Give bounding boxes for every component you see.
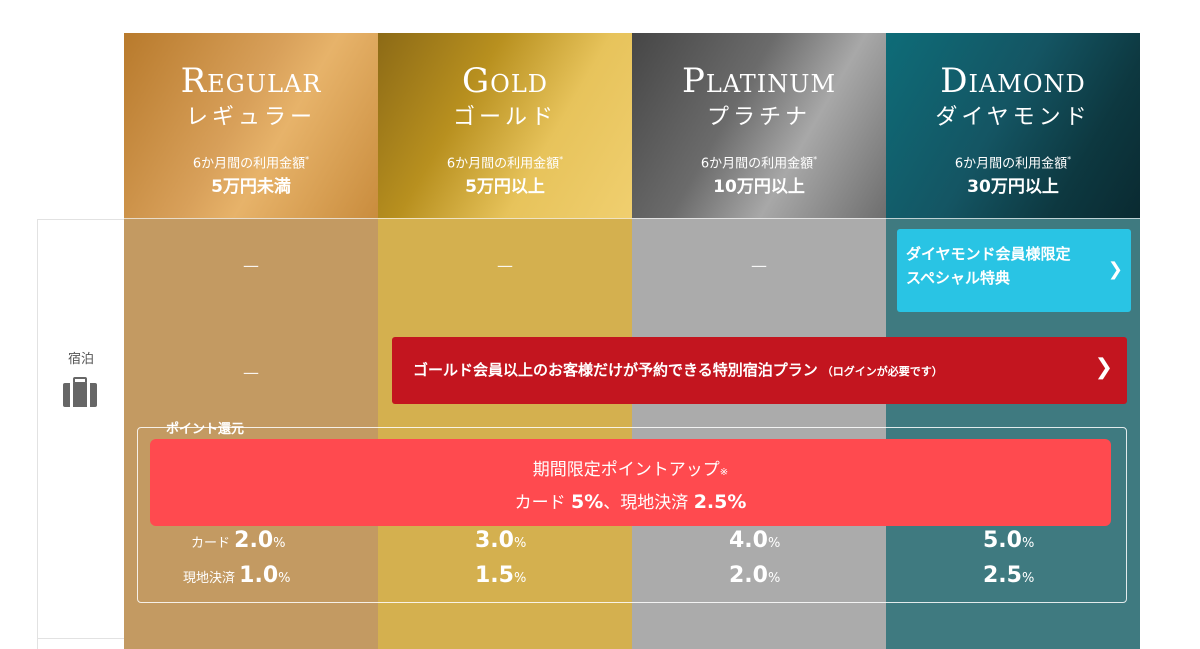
tier-condition: 6か月間の利用金額* xyxy=(700,155,818,172)
local-rate-platinum: 2.0% xyxy=(729,563,781,588)
diamond-special-line1: ダイヤモンド会員様限定 xyxy=(906,245,1071,263)
tier-amount: 30万円以上 xyxy=(967,177,1059,197)
suitcase-icon xyxy=(63,377,97,407)
diamond-special-line2: スペシャル特典 xyxy=(906,269,1010,287)
chevron-right-icon: ❯ xyxy=(1107,259,1123,280)
tier-gold-body: — xyxy=(378,218,632,649)
tier-name-en: Gold xyxy=(461,61,548,101)
tier-name-ja: ダイヤモンド xyxy=(935,105,1091,130)
tier-condition: 6か月間の利用金額* xyxy=(446,155,564,172)
card-rate-regular: カード 2.0% xyxy=(191,528,286,553)
diamond-special-benefit-button[interactable]: ダイヤモンド会員様限定 スペシャル特典 ❯ xyxy=(897,229,1131,312)
tier-name-ja: レギュラー xyxy=(185,105,316,130)
tier-gold-header: Gold ゴールド 6か月間の利用金額* 5万円以上 xyxy=(378,33,632,218)
tier-condition: 6か月間の利用金額* xyxy=(954,155,1072,172)
tier-name-ja: ゴールド xyxy=(452,105,557,130)
local-rate-regular: 現地決済 1.0% xyxy=(183,563,291,588)
card-rate-diamond: 5.0% xyxy=(983,528,1035,553)
chevron-right-icon: ❯ xyxy=(1094,355,1113,380)
no-benefit-dash: — xyxy=(751,256,767,275)
points-section-frame xyxy=(137,427,1127,603)
no-benefit-dash: — xyxy=(243,256,259,275)
tier-regular-header: Regular レギュラー 6か月間の利用金額* 5万円未満 xyxy=(124,33,378,218)
tier-amount: 5万円未満 xyxy=(211,177,291,197)
plan-banner-text: ゴールド会員以上のお客様だけが予約できる特別宿泊プラン （ログインが必要です） xyxy=(413,361,943,379)
card-rate-gold: 3.0% xyxy=(475,528,527,553)
row-divider xyxy=(37,638,124,639)
promo-rates: カード 5%、現地決済 2.5% xyxy=(514,491,747,513)
tier-gold-column: Gold ゴールド 6か月間の利用金額* 5万円以上 — xyxy=(378,33,632,649)
tier-diamond-header: Diamond ダイヤモンド 6か月間の利用金額* 30万円以上 xyxy=(886,33,1140,218)
tier-platinum-body: — xyxy=(632,218,886,649)
plan-banner-note: （ログインが必要です） xyxy=(821,365,943,378)
category-label: 宿泊 xyxy=(67,352,94,367)
local-rate-gold: 1.5% xyxy=(475,563,527,588)
points-section-title: ポイント還元 xyxy=(166,422,245,437)
local-rate-diamond: 2.5% xyxy=(983,563,1035,588)
tier-name-en: Diamond xyxy=(940,61,1086,101)
no-benefit-dash: — xyxy=(243,363,259,382)
promo-title: 期間限定ポイントアップ※ xyxy=(532,460,729,480)
tier-amount: 5万円以上 xyxy=(465,177,545,197)
card-rate-platinum: 4.0% xyxy=(729,528,781,553)
tier-name-en: Platinum xyxy=(681,61,837,101)
limited-time-point-up-banner: 期間限定ポイントアップ※ カード 5%、現地決済 2.5% xyxy=(150,439,1111,526)
tier-name-ja: プラチナ xyxy=(706,105,811,130)
tier-platinum-column: Platinum プラチナ 6か月間の利用金額* 10万円以上 — xyxy=(632,33,886,649)
tier-platinum-header: Platinum プラチナ 6か月間の利用金額* 10万円以上 xyxy=(632,33,886,218)
tier-regular-body: — — xyxy=(124,218,378,649)
special-stay-plan-banner[interactable]: ゴールド会員以上のお客様だけが予約できる特別宿泊プラン （ログインが必要です） ❯ xyxy=(392,337,1127,404)
tier-name-en: Regular xyxy=(180,61,322,101)
tier-amount: 10万円以上 xyxy=(713,177,805,197)
category-column: 宿泊 xyxy=(37,219,124,649)
tier-diamond-column: Diamond ダイヤモンド 6か月間の利用金額* 30万円以上 xyxy=(886,33,1140,649)
no-benefit-dash: — xyxy=(497,256,513,275)
tier-regular-column: Regular レギュラー 6か月間の利用金額* 5万円未満 — — xyxy=(124,33,378,649)
tier-condition: 6か月間の利用金額* xyxy=(192,155,310,172)
